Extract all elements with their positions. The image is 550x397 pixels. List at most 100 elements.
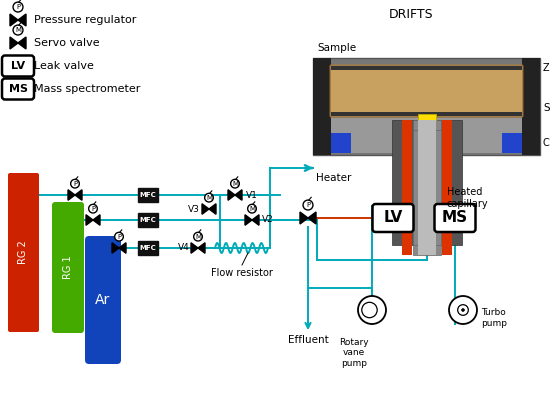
Text: V2: V2 bbox=[262, 216, 274, 224]
Polygon shape bbox=[245, 215, 252, 225]
Bar bbox=[442, 120, 452, 255]
Text: V1: V1 bbox=[246, 191, 258, 200]
Bar bbox=[417, 120, 436, 255]
Polygon shape bbox=[10, 14, 18, 26]
FancyBboxPatch shape bbox=[330, 65, 523, 117]
FancyBboxPatch shape bbox=[52, 202, 84, 333]
Polygon shape bbox=[209, 204, 216, 214]
Polygon shape bbox=[75, 190, 82, 200]
Text: P: P bbox=[91, 206, 95, 212]
Circle shape bbox=[205, 193, 213, 202]
Text: MFC: MFC bbox=[140, 192, 156, 198]
Text: Ar: Ar bbox=[95, 293, 111, 307]
Text: Pressure regulator: Pressure regulator bbox=[34, 15, 136, 25]
Polygon shape bbox=[18, 14, 26, 26]
Text: Heated
capillary: Heated capillary bbox=[447, 187, 488, 209]
Circle shape bbox=[362, 302, 377, 318]
Circle shape bbox=[70, 179, 79, 188]
Bar bbox=[331, 112, 522, 116]
Bar bbox=[402, 120, 411, 255]
Text: Leak valve: Leak valve bbox=[34, 61, 94, 71]
Polygon shape bbox=[112, 243, 119, 253]
Text: P: P bbox=[73, 181, 77, 187]
Polygon shape bbox=[68, 190, 75, 200]
Bar bbox=[392, 120, 461, 245]
Text: Sample: Sample bbox=[317, 43, 356, 53]
Circle shape bbox=[458, 304, 468, 315]
Polygon shape bbox=[18, 37, 26, 49]
FancyBboxPatch shape bbox=[2, 79, 34, 100]
Text: Effluent: Effluent bbox=[288, 335, 328, 345]
Text: Turbo
pump: Turbo pump bbox=[481, 308, 507, 328]
Text: MS: MS bbox=[442, 210, 468, 225]
Bar bbox=[331, 133, 351, 153]
Polygon shape bbox=[119, 243, 126, 253]
FancyBboxPatch shape bbox=[2, 56, 34, 77]
Text: LV: LV bbox=[11, 61, 25, 71]
Text: P: P bbox=[16, 4, 20, 10]
Polygon shape bbox=[308, 212, 316, 224]
Text: V3: V3 bbox=[188, 204, 200, 214]
Bar bbox=[138, 213, 158, 227]
Text: M: M bbox=[232, 181, 238, 187]
Bar bbox=[138, 188, 158, 202]
Circle shape bbox=[358, 296, 386, 324]
Text: Heater: Heater bbox=[316, 173, 351, 183]
Polygon shape bbox=[10, 37, 18, 49]
Circle shape bbox=[89, 204, 97, 213]
Text: M: M bbox=[195, 234, 201, 240]
FancyBboxPatch shape bbox=[434, 204, 476, 232]
Text: DRIFTS: DRIFTS bbox=[389, 8, 434, 21]
Text: MFC: MFC bbox=[140, 217, 156, 223]
Text: MS: MS bbox=[8, 84, 28, 94]
Bar bbox=[412, 120, 441, 255]
Text: RG 2: RG 2 bbox=[19, 241, 29, 264]
Circle shape bbox=[194, 232, 202, 241]
Polygon shape bbox=[86, 215, 93, 225]
Circle shape bbox=[114, 232, 123, 241]
Bar bbox=[313, 58, 540, 155]
Text: Seal: Seal bbox=[543, 103, 550, 113]
Text: Servo valve: Servo valve bbox=[34, 38, 100, 48]
Bar bbox=[138, 241, 158, 255]
Bar bbox=[412, 130, 441, 245]
Text: M: M bbox=[206, 195, 212, 200]
Circle shape bbox=[248, 204, 256, 213]
Bar bbox=[331, 66, 522, 70]
Text: LV: LV bbox=[383, 210, 403, 225]
Polygon shape bbox=[228, 190, 235, 200]
Circle shape bbox=[13, 2, 23, 12]
FancyBboxPatch shape bbox=[85, 236, 121, 364]
Text: Cooling water: Cooling water bbox=[543, 138, 550, 148]
Text: Rotary
vane
pump: Rotary vane pump bbox=[339, 338, 369, 368]
Circle shape bbox=[303, 200, 313, 210]
Circle shape bbox=[13, 25, 23, 35]
Polygon shape bbox=[93, 215, 100, 225]
Bar bbox=[313, 58, 331, 155]
Polygon shape bbox=[300, 212, 308, 224]
Polygon shape bbox=[252, 215, 259, 225]
Text: M: M bbox=[249, 206, 255, 212]
Polygon shape bbox=[191, 243, 198, 253]
FancyBboxPatch shape bbox=[372, 204, 414, 232]
Text: P: P bbox=[306, 202, 310, 208]
Bar bbox=[442, 120, 452, 245]
Text: P: P bbox=[117, 234, 121, 240]
Text: ZnSn window: ZnSn window bbox=[543, 63, 550, 73]
Text: RG 1: RG 1 bbox=[63, 256, 73, 279]
Bar bbox=[417, 130, 436, 245]
Circle shape bbox=[461, 308, 464, 311]
Polygon shape bbox=[235, 190, 242, 200]
Text: V4: V4 bbox=[178, 243, 190, 252]
Bar bbox=[502, 133, 522, 153]
Polygon shape bbox=[202, 204, 209, 214]
Text: Flow resistor: Flow resistor bbox=[211, 268, 273, 278]
Bar bbox=[522, 58, 540, 155]
Bar bbox=[417, 114, 436, 120]
Text: Mass spectrometer: Mass spectrometer bbox=[34, 84, 140, 94]
Circle shape bbox=[230, 179, 239, 188]
Bar bbox=[402, 120, 411, 245]
Circle shape bbox=[449, 296, 477, 324]
FancyBboxPatch shape bbox=[8, 173, 39, 332]
Polygon shape bbox=[198, 243, 205, 253]
